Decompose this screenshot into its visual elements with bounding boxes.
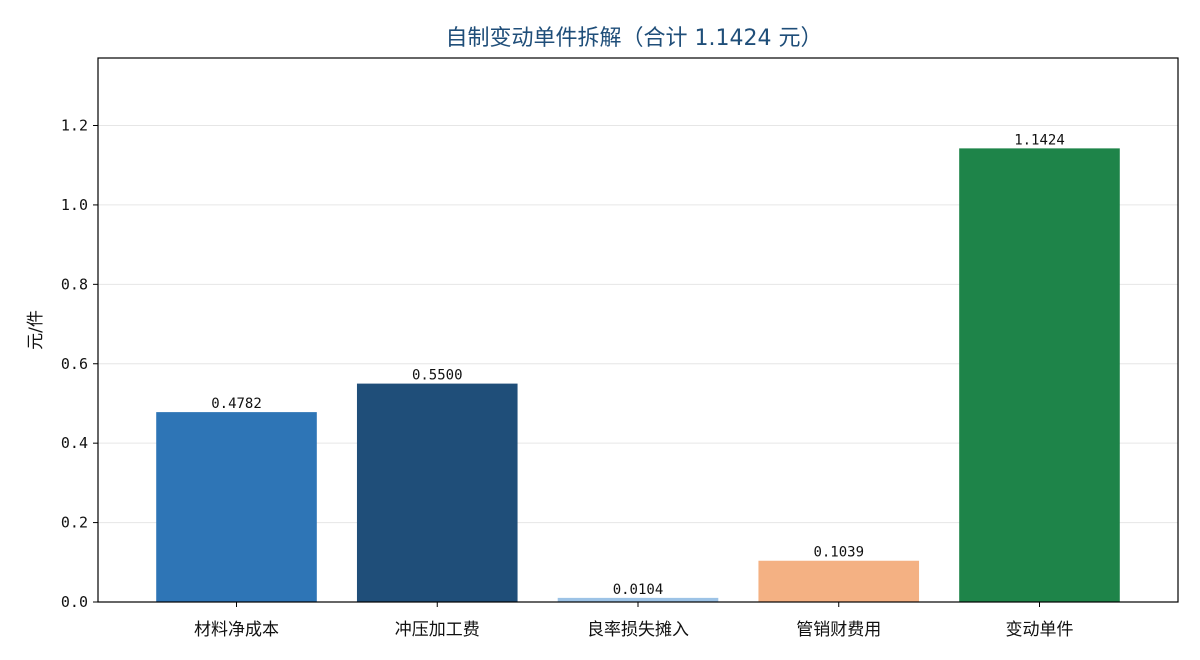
x-axis-ticks: 材料净成本 冲压加工费 良率损失摊入 管销财费用 变动单件 — [194, 602, 1073, 640]
bar — [356, 383, 518, 602]
bar-value-label: 0.5500 — [412, 368, 463, 384]
bar — [156, 412, 317, 602]
x-tick-label: 管销财费用 — [796, 620, 881, 640]
chart-title: 自制变动单件拆解（合计 1.1424 元） — [446, 26, 823, 51]
bar-value-label: 0.0104 — [613, 582, 664, 598]
bar-value-label: 1.1424 — [1014, 132, 1065, 148]
y-tick-label: 0.8 — [61, 275, 88, 293]
bars — [156, 148, 1120, 602]
bar-value-label: 0.4782 — [211, 396, 262, 412]
bar — [557, 597, 719, 602]
y-axis-label: 元/件 — [26, 310, 46, 350]
y-tick-label: 0.2 — [61, 514, 88, 532]
y-tick-label: 1.2 — [61, 117, 88, 135]
x-tick-label: 变动单件 — [1005, 620, 1073, 640]
y-tick-label: 1.0 — [61, 196, 88, 214]
y-tick-label: 0.4 — [61, 434, 88, 452]
y-axis-ticks: 0.0 0.2 0.4 0.6 0.8 1.0 1.2 — [61, 117, 98, 611]
bar-value-label: 0.1039 — [813, 545, 864, 561]
x-tick-label: 材料净成本 — [194, 620, 279, 640]
x-tick-label: 良率损失摊入 — [587, 620, 689, 640]
x-tick-label: 冲压加工费 — [395, 620, 480, 640]
y-tick-label: 0.0 — [61, 593, 88, 611]
bar — [758, 560, 920, 602]
value-labels: 0.4782 0.5500 0.0104 0.1039 1.1424 — [211, 132, 1065, 597]
bar — [959, 148, 1120, 602]
y-tick-label: 0.6 — [61, 355, 88, 373]
